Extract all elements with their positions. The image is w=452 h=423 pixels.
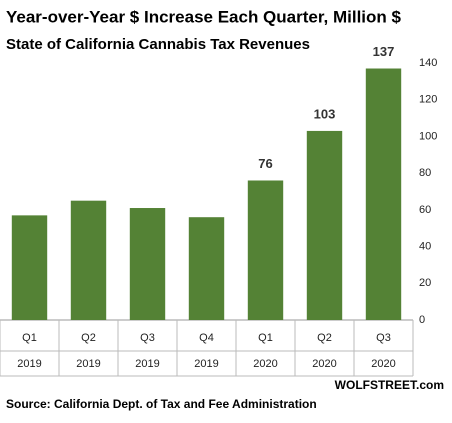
y-tick-label: 40 [419, 240, 431, 252]
y-tick-label: 20 [419, 277, 431, 289]
bar [365, 68, 402, 320]
x-group-label: 2019 [76, 358, 100, 370]
x-tick-label: Q1 [258, 332, 273, 344]
x-group-label: 2020 [371, 358, 395, 370]
y-tick-label: 60 [419, 204, 431, 216]
x-group-label: 2019 [17, 358, 41, 370]
y-tick-label: 140 [419, 57, 437, 69]
y-tick-label: 120 [419, 94, 437, 106]
chart-title: Year-over-Year $ Increase Each Quarter, … [6, 7, 402, 26]
x-tick-label: Q4 [199, 332, 214, 344]
x-group-label: 2019 [135, 358, 159, 370]
x-group-label: 2019 [194, 358, 218, 370]
x-tick-label: Q3 [140, 332, 155, 344]
source: Source: California Dept. of Tax and Fee … [6, 397, 317, 411]
x-tick-label: Q3 [376, 332, 391, 344]
chart-subtitle: State of California Cannabis Tax Revenue… [6, 36, 310, 53]
y-tick-label: 0 [419, 314, 425, 326]
y-tick-label: 100 [419, 130, 437, 142]
value-label: 103 [314, 106, 336, 121]
x-tick-label: Q1 [22, 332, 37, 344]
x-group-label: 2020 [253, 358, 277, 370]
bar [129, 208, 166, 320]
watermark: WOLFSTREET.com [335, 378, 444, 392]
value-label: 76 [258, 156, 272, 171]
x-group-label: 2020 [312, 358, 336, 370]
bar [70, 200, 107, 320]
bar [247, 180, 284, 320]
bar [11, 215, 48, 320]
bar [188, 217, 225, 320]
x-tick-label: Q2 [317, 332, 332, 344]
y-tick-label: 80 [419, 167, 431, 179]
x-tick-label: Q2 [81, 332, 96, 344]
bar [306, 130, 343, 320]
value-label: 137 [373, 44, 395, 59]
